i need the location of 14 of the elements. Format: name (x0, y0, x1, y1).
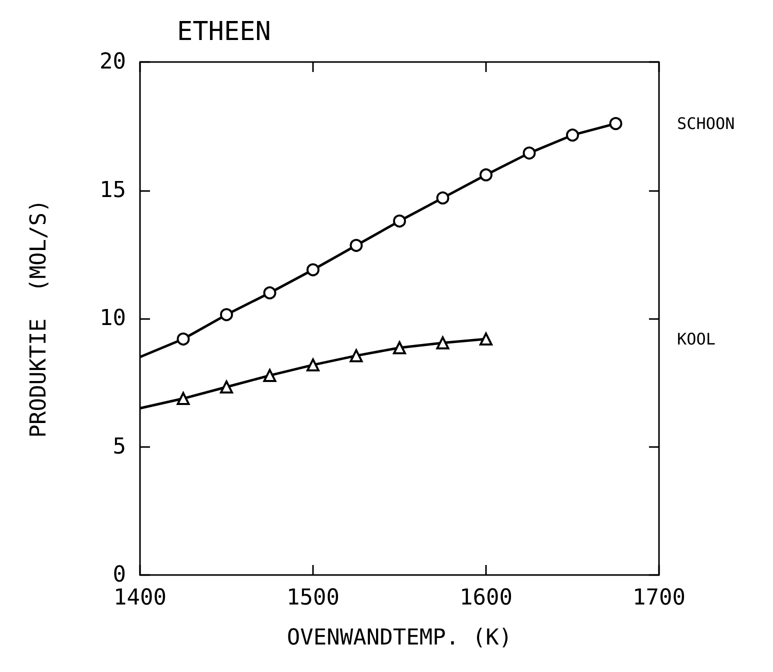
text: KOOL (677, 330, 716, 349)
x-tick-label: 1500 (286, 586, 340, 610)
y-tick-label: 20 (100, 50, 126, 74)
y-tick-label: 10 (100, 306, 126, 331)
x-tick-label: 1700 (632, 586, 686, 610)
chart-title: ETHEEN (177, 17, 271, 47)
y-tick-label: 5 (112, 434, 126, 460)
y-axis-title: PRODUKTIE (MOL/S) (26, 199, 52, 438)
text: SCHOON (677, 114, 735, 134)
x-axis-title: OVENWANDTEMP. (K) (286, 626, 512, 650)
x-tick-label: 1600 (460, 586, 512, 610)
y-tick-label: 0 (112, 562, 126, 588)
y-tick-label: 15 (100, 178, 126, 203)
x-tick-label: 1400 (114, 586, 166, 610)
